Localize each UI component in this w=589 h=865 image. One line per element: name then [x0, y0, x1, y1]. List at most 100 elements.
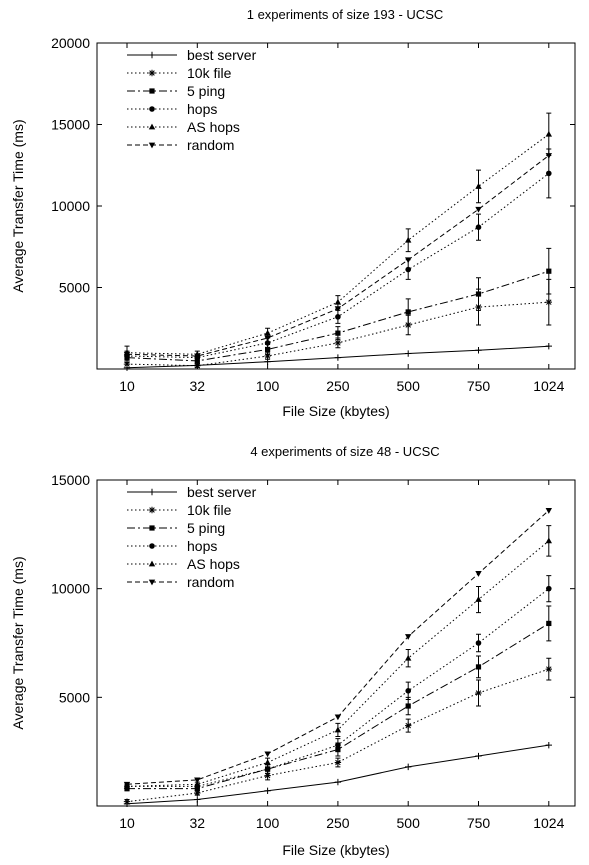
chart-2-x-axis-label: File Size (kbytes): [282, 842, 389, 858]
chart-2-series: [123, 508, 552, 808]
data-point: [475, 640, 482, 646]
data-point: [405, 722, 412, 729]
x-tick-label: 250: [326, 378, 350, 394]
y-tick-label: 20000: [51, 35, 90, 51]
chart-2-plot-frame: [96, 479, 576, 807]
data-point: [405, 763, 412, 771]
legend-marker: [149, 88, 155, 94]
data-point: [194, 789, 201, 797]
y-tick-label: 15000: [51, 472, 90, 488]
y-tick-label: 5000: [59, 280, 90, 296]
legend-label: hops: [187, 101, 217, 117]
data-point: [194, 780, 201, 787]
data-point: [123, 360, 131, 368]
legend-label: random: [187, 137, 234, 153]
data-point: [264, 329, 271, 336]
data-point: [405, 309, 411, 315]
data-point: [475, 689, 482, 697]
data-point: [264, 766, 271, 772]
legend-label: AS hops: [187, 119, 240, 135]
data-point: [405, 350, 412, 357]
legend-label: hops: [187, 538, 217, 554]
data-point: [334, 726, 342, 733]
x-tick-label: 1024: [533, 815, 564, 831]
series-best-server: [123, 741, 552, 808]
x-tick-label: 100: [256, 815, 280, 831]
chart-1-title: 1 experiments of size 193 - UCSC: [247, 7, 444, 22]
data-point: [546, 170, 552, 177]
x-tick-label: 1024: [533, 378, 564, 394]
legend-label: 10k file: [187, 502, 232, 518]
legend-label: random: [187, 574, 234, 590]
x-tick-label: 500: [397, 815, 421, 831]
legend-marker: [148, 488, 156, 496]
data-point: [475, 291, 482, 297]
chart-2-legend: best server 10k file 5 ping hops AS hops rand…: [127, 484, 257, 590]
data-point: [264, 787, 271, 794]
data-point: [123, 351, 131, 358]
y-tick-label: 15000: [51, 117, 90, 133]
legend-marker: [148, 142, 156, 149]
data-point: [335, 314, 341, 320]
data-point: [334, 759, 342, 766]
data-point: [264, 352, 271, 360]
data-point: [335, 330, 341, 336]
data-point: [335, 742, 341, 748]
data-point: [475, 224, 482, 230]
chart-1-x-axis-label: File Size (kbytes): [282, 403, 389, 419]
data-point: [545, 153, 552, 159]
legend-label: best server: [187, 484, 257, 500]
data-point: [123, 781, 131, 788]
chart-1: 1 experiments of size 193 - UCSC File Si…: [10, 7, 576, 419]
data-point: [475, 596, 482, 602]
data-point: [546, 585, 552, 592]
legend-label: 5 ping: [187, 520, 225, 536]
data-point: [264, 751, 271, 758]
legend-marker: [148, 579, 156, 586]
chart-2-axes: 10 32 100 250 500 750 1024 5000 10000 15000: [51, 472, 575, 831]
x-tick-label: 10: [119, 815, 135, 831]
data-point: [405, 654, 412, 661]
data-point: [545, 537, 552, 544]
x-tick-label: 32: [190, 815, 206, 831]
data-point: [194, 362, 201, 369]
data-point: [405, 236, 412, 243]
series-hops: [124, 148, 552, 362]
series-line: [127, 588, 550, 787]
chart-1-y-axis-label: Average Transfer Time (ms): [10, 119, 26, 292]
data-point: [405, 688, 412, 694]
data-point: [546, 620, 552, 627]
legend-label: best server: [187, 47, 257, 63]
data-point: [334, 306, 342, 313]
y-tick-label: 5000: [59, 689, 90, 705]
data-point: [475, 347, 482, 354]
data-point: [405, 257, 412, 264]
data-point: [334, 339, 342, 347]
data-point: [545, 298, 552, 306]
x-tick-label: 500: [397, 378, 421, 394]
data-point: [264, 340, 271, 346]
data-point: [334, 714, 342, 721]
x-tick-label: 250: [326, 815, 350, 831]
chart-2-y-axis-label: Average Transfer Time (ms): [10, 556, 26, 729]
series-10k-file: [123, 657, 552, 805]
chart-1-series: [123, 112, 552, 371]
data-point: [475, 571, 482, 577]
series-line: [126, 155, 550, 357]
data-point: [546, 268, 552, 274]
x-tick-label: 100: [256, 378, 280, 394]
legend-marker: [148, 560, 156, 567]
data-point: [405, 634, 412, 640]
data-point: [334, 354, 342, 361]
x-tick-label: 750: [467, 378, 491, 394]
legend-marker: [149, 525, 155, 531]
data-point: [475, 664, 482, 670]
data-point: [265, 346, 271, 353]
data-point: [194, 796, 201, 803]
data-point: [545, 508, 552, 514]
y-tick-label: 10000: [51, 198, 90, 214]
x-tick-label: 750: [467, 815, 491, 831]
data-point: [334, 778, 342, 786]
x-tick-label: 32: [190, 378, 206, 394]
